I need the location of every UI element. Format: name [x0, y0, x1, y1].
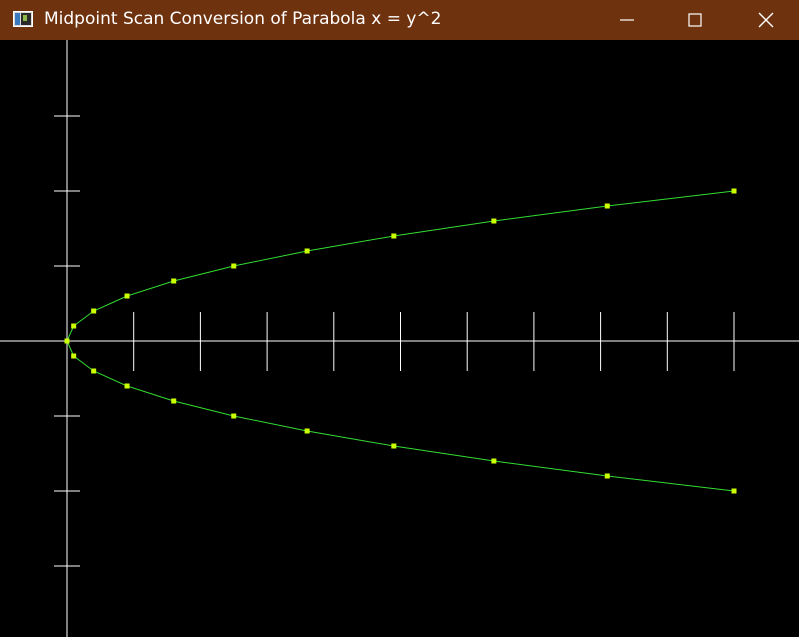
- parabola-point: [91, 368, 97, 374]
- parabola-point: [391, 233, 397, 239]
- parabola-point: [304, 248, 310, 254]
- parabola-point: [491, 458, 497, 464]
- title-bar[interactable]: Midpoint Scan Conversion of Parabola x =…: [0, 0, 799, 40]
- parabola-point: [731, 188, 737, 194]
- close-icon: [758, 12, 774, 28]
- parabola-point: [604, 203, 610, 209]
- parabola-point: [71, 323, 77, 329]
- parabola-point: [64, 338, 70, 344]
- minimize-icon: [620, 19, 634, 21]
- close-button[interactable]: [743, 0, 789, 40]
- parabola-point: [124, 383, 130, 389]
- window-title: Midpoint Scan Conversion of Parabola x =…: [44, 9, 442, 29]
- parabola-point: [604, 473, 610, 479]
- parabola-point: [171, 398, 177, 404]
- parabola-point: [171, 278, 177, 284]
- parabola-point: [91, 308, 97, 314]
- drawing-canvas[interactable]: [0, 40, 799, 637]
- parabola-point: [391, 443, 397, 449]
- parabola-point: [304, 428, 310, 434]
- parabola-plot: [0, 40, 799, 637]
- minimize-button[interactable]: [604, 0, 650, 40]
- parabola-point: [231, 413, 237, 419]
- parabola-point: [124, 293, 130, 299]
- maximize-button[interactable]: [672, 0, 718, 40]
- maximize-icon: [688, 13, 702, 27]
- parabola-point: [731, 488, 737, 494]
- parabola-point: [491, 218, 497, 224]
- parabola-point: [71, 353, 77, 359]
- application-window-icon[interactable]: [13, 11, 33, 27]
- parabola-point: [231, 263, 237, 269]
